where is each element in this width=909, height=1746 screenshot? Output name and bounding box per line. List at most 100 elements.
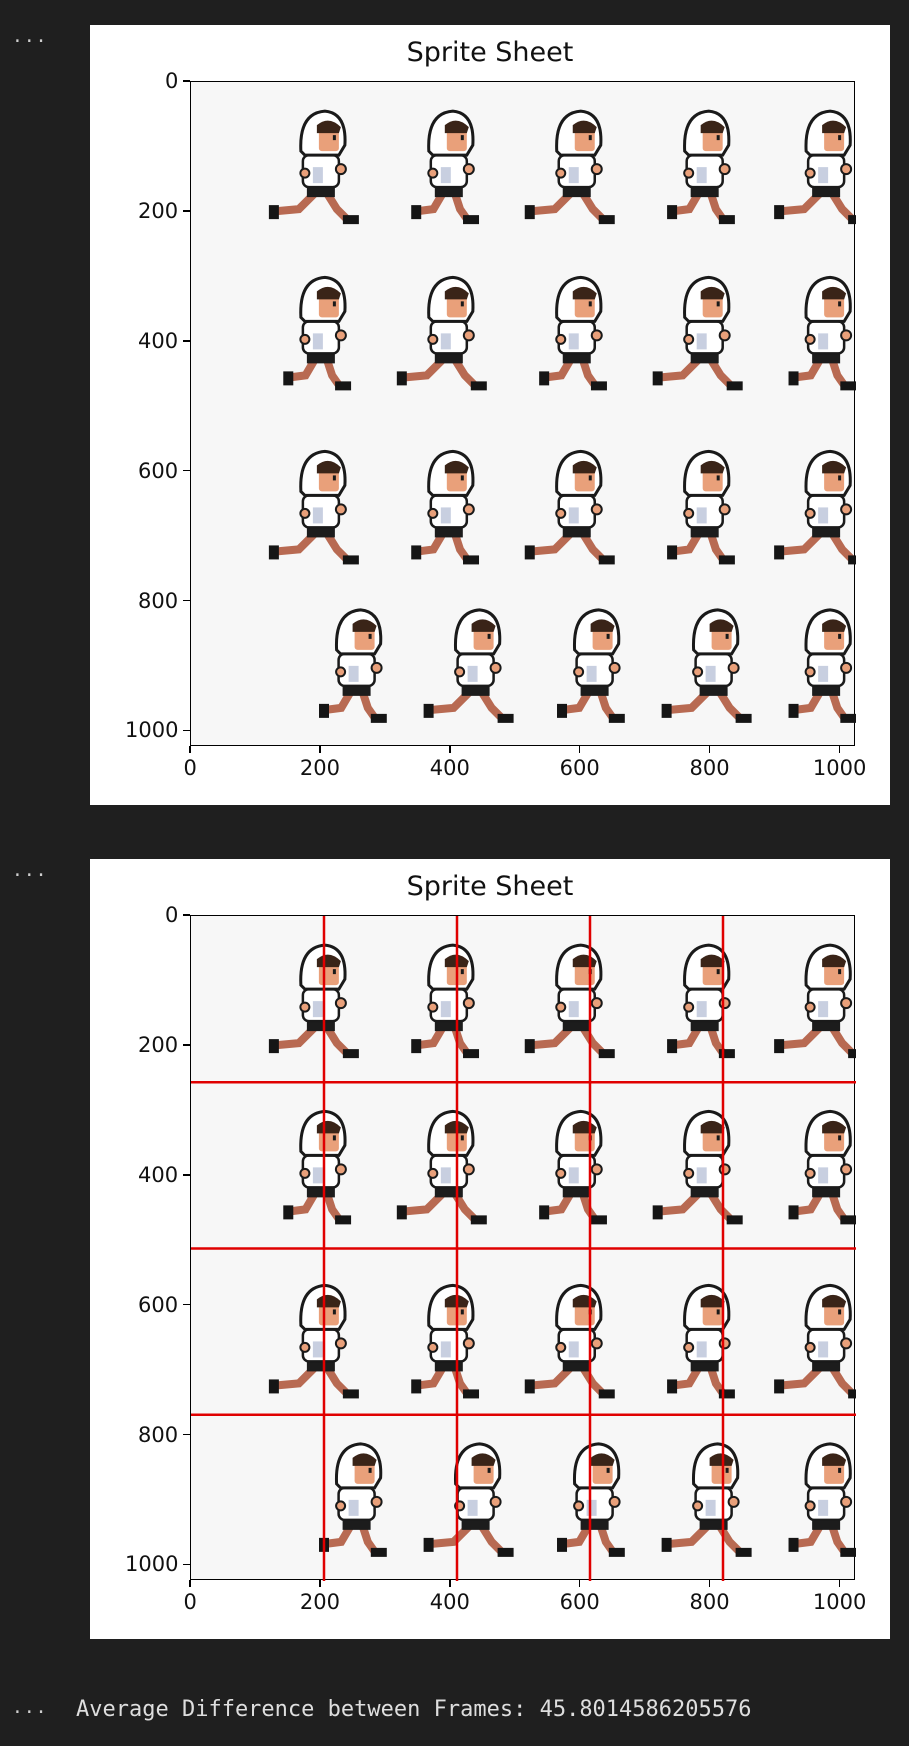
x-tick-label: 600	[559, 1590, 600, 1614]
y-tick-label: 600	[138, 458, 179, 483]
output-prompt-marker[interactable]: ...	[12, 1697, 48, 1718]
sprite-frame	[788, 608, 856, 723]
x-tick-label: 0	[183, 756, 197, 780]
x-tick-label: 600	[559, 756, 600, 780]
sprite-sheet-figure-with-grid: Sprite Sheet 0 200 400 600 800 1000 0 200 400 600…	[90, 859, 890, 1639]
x-tick-mark	[578, 746, 581, 753]
y-tick-label: 800	[138, 588, 179, 613]
x-tick-mark	[578, 1580, 581, 1587]
sprite-sheet-figure: Sprite Sheet 0 200 400 600 800 1000 0 200 400 600…	[90, 25, 890, 805]
sprite-frame	[667, 943, 735, 1059]
x-tick-label: 400	[429, 756, 470, 780]
sprite-frame	[268, 1283, 359, 1399]
sprite-frame	[652, 1109, 743, 1225]
sprite-frame	[268, 943, 359, 1059]
y-tick-mark	[183, 1044, 190, 1046]
x-tick-mark	[449, 746, 451, 753]
sprite-frame	[411, 943, 480, 1059]
y-tick-label: 0	[165, 69, 179, 93]
x-tick-mark	[189, 1580, 191, 1587]
y-tick-label: 400	[138, 1162, 179, 1187]
y-tick-label: 200	[138, 198, 179, 223]
y-tick-mark	[183, 914, 190, 916]
sprite-frame	[411, 1283, 480, 1399]
sprite-frame	[283, 275, 352, 391]
y-tick-mark	[183, 599, 190, 602]
x-tick-mark	[319, 746, 321, 753]
x-tick-mark	[838, 1580, 841, 1587]
sprite-frame	[524, 1283, 615, 1399]
x-tick-mark	[449, 1580, 451, 1587]
sprite-grid	[191, 916, 856, 1581]
y-tick-label: 1000	[125, 718, 179, 743]
output-prompt-marker[interactable]: ...	[12, 860, 48, 881]
y-tick-label: 600	[138, 1292, 179, 1317]
sprite-frame	[524, 109, 615, 225]
y-tick-mark	[183, 469, 190, 472]
sprite-frame	[652, 275, 743, 391]
sprite-frame	[396, 275, 487, 391]
y-tick-mark	[183, 1303, 190, 1306]
x-tick-label: 400	[429, 1590, 470, 1614]
output-prompt-marker[interactable]: ...	[12, 26, 48, 47]
sprite-frame	[774, 109, 856, 225]
x-tick-mark	[838, 746, 841, 753]
sprite-frame	[774, 1283, 856, 1399]
sprite-frame	[788, 1442, 856, 1557]
sprite-frame	[423, 608, 514, 723]
x-tick-label: 1000	[812, 1590, 867, 1614]
y-tick-mark	[183, 80, 190, 82]
sprite-frame	[283, 1109, 352, 1225]
sprite-frame	[319, 1442, 387, 1557]
sprite-frame	[774, 449, 856, 565]
sprite-frame	[774, 943, 856, 1059]
y-tick-label: 0	[165, 903, 179, 927]
sprite-frame	[557, 608, 625, 723]
x-tick-mark	[189, 746, 191, 753]
sprite-frame	[268, 449, 359, 565]
sprite-frame	[524, 449, 615, 565]
sprite-frame	[667, 109, 735, 225]
x-tick-label: 800	[689, 1590, 730, 1614]
y-tick-mark	[183, 340, 190, 342]
x-tick-label: 200	[299, 1590, 340, 1614]
sprite-frame	[539, 275, 607, 391]
sprite-frame	[268, 109, 359, 225]
sprite-grid	[268, 109, 856, 723]
y-tick-mark	[183, 1174, 190, 1176]
y-tick-mark	[183, 1433, 190, 1436]
y-tick-mark	[183, 729, 190, 732]
x-tick-mark	[708, 1580, 711, 1587]
y-tick-label: 200	[138, 1032, 179, 1057]
sprite-frame	[788, 1109, 856, 1225]
sprite-frame	[539, 1109, 607, 1225]
sprite-frame	[524, 943, 615, 1059]
plot-title: Sprite Sheet	[406, 37, 574, 68]
sprite-frame	[423, 1442, 514, 1557]
y-tick-label: 1000	[125, 1552, 179, 1577]
x-tick-mark	[319, 1580, 321, 1587]
x-tick-label: 200	[299, 756, 340, 780]
sprite-frame	[667, 449, 735, 565]
sprite-frame	[411, 449, 480, 565]
sprite-frame	[557, 1442, 625, 1557]
sprite-frame	[319, 608, 387, 723]
sprite-frame	[661, 1442, 752, 1557]
y-tick-label: 400	[138, 328, 179, 353]
sprite-frame	[396, 1109, 487, 1225]
plot-axes	[190, 81, 856, 746]
x-tick-mark	[708, 746, 711, 753]
sprite-frame	[411, 109, 480, 225]
console-output-text: Average Difference between Frames: 45.80…	[76, 1697, 752, 1722]
plot-axes	[190, 915, 856, 1581]
sprite-frame	[788, 275, 856, 391]
y-tick-label: 800	[138, 1422, 179, 1447]
sprite-frame	[661, 608, 752, 723]
x-tick-label: 0	[183, 1590, 197, 1614]
y-tick-mark	[183, 210, 190, 212]
y-tick-mark	[183, 1563, 190, 1566]
sprite-frame	[667, 1283, 735, 1399]
x-tick-label: 800	[689, 756, 730, 780]
x-tick-label: 1000	[812, 756, 867, 780]
plot-title: Sprite Sheet	[406, 871, 574, 902]
